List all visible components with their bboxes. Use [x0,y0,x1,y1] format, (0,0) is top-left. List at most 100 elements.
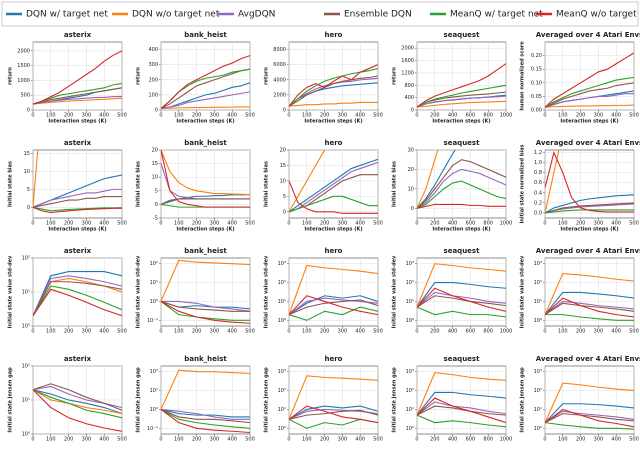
series-line [289,295,378,316]
series-line [545,82,634,108]
x-tick-label: 100 [174,329,184,335]
subplot: bank_heist 0 100 200 300 400 0 100 200 300 400 500 I… [136,31,255,125]
series-group [545,382,634,430]
y-tick-label: 4000 [273,77,286,83]
series-line [289,67,378,107]
y-tick-label: 10¹ [406,407,414,413]
x-tick-label: 200 [430,329,440,335]
y-axis-label: return [136,67,142,85]
x-tick-label: 1000 [500,113,513,119]
series-group [161,259,250,324]
y-tick-label: 0.15 [531,67,542,73]
series-line [289,297,378,316]
series-line [33,288,122,317]
x-tick-label: 300 [210,221,220,227]
series-line [161,198,250,205]
series-line [33,275,122,316]
y-tick-label: 20 [152,148,158,154]
x-tick-label: 500 [629,437,639,443]
y-tick-label: 10⁻¹ [147,426,158,432]
y-tick-label: 800 [404,83,414,89]
series-group [289,264,378,321]
y-tick-label: 1600 [401,58,414,64]
y-tick-label: 10³ [534,261,542,267]
y-axis-label: human normalized score [520,41,526,111]
y-tick-label: 1500 [17,63,30,69]
y-axis-label: Initial state value std-dev [520,255,526,328]
x-tick-label: 300 [338,221,348,227]
series-line [545,314,634,321]
y-tick-label: 10² [150,369,158,375]
x-tick-label: 300 [82,221,92,227]
series-line [417,405,506,416]
series-line [161,408,250,429]
series-line [289,82,378,107]
y-axis-label: return [264,67,270,85]
subplot-title: asterix [64,247,92,255]
subplot: hero 10⁰ 10¹ 10² 10³ 0 100 200 300 400 500 Initial … [264,355,383,443]
plot-area [544,365,635,435]
subplot: asterix 10⁰ 10¹ 10² 0 100 200 300 400 500 Initial … [8,247,127,335]
series-group [417,263,506,318]
x-tick-label: 400 [227,329,237,335]
x-tick-label: 500 [117,437,127,443]
x-tick-label: 400 [448,437,458,443]
subplot: seaquest 10⁰ 10¹ 10² 10³ 0 200 400 600 800 1000 Ini… [392,355,513,443]
y-tick-label: 10² [22,256,30,262]
legend-label: MeanQ w/o target net [556,10,640,20]
x-tick-label: 200 [320,329,330,335]
legend-label: DQN w/ target net [26,10,108,20]
x-tick-label: 1000 [500,221,513,227]
x-tick-label: 200 [320,113,330,119]
series-line [289,64,378,107]
series-line [545,272,634,315]
series-line [161,408,250,424]
y-axis-label: Initial state Jensen gap [136,367,142,433]
x-axis-label: Interaction steps (K) [176,227,234,233]
series-line [33,95,122,105]
series-group [545,150,634,214]
series-line [161,369,250,410]
y-tick-label: 0.8 [534,170,542,176]
legend-box [1,1,639,27]
y-tick-label: 0.0 [534,210,542,216]
y-tick-label: 10⁰ [150,407,158,413]
y-axis-label: return [8,67,14,85]
series-line [545,300,634,316]
x-tick-label: 400 [99,221,109,227]
y-tick-label: 400 [404,95,414,101]
series-group [33,270,122,317]
y-tick-label: 1200 [401,70,414,76]
subplot-title: bank_heist [184,31,227,39]
x-tick-label: 400 [99,437,109,443]
y-tick-label: 10² [406,388,414,394]
x-tick-label: 0 [287,221,290,227]
series-line [33,206,122,212]
y-axis-label: Initial state normalized bias [520,144,526,223]
x-tick-label: 500 [117,329,127,335]
x-tick-label: 500 [373,113,383,119]
y-tick-label: 10¹ [278,407,286,413]
x-tick-label: 100 [174,221,184,227]
subplot-title: bank_heist [184,355,227,363]
x-tick-label: 100 [174,113,184,119]
y-tick-label: 1000 [17,78,30,84]
x-tick-label: 0 [159,437,162,443]
x-tick-label: 400 [355,221,365,227]
x-axis-label: Interaction steps (K) [432,227,490,233]
series-line [161,82,250,110]
subplot-title: hero [325,247,343,255]
x-tick-label: 0 [543,113,546,119]
x-tick-label: 400 [99,113,109,119]
x-tick-label: 100 [558,329,568,335]
y-tick-label: 400 [148,47,158,53]
y-tick-label: 10⁰ [278,426,286,432]
x-tick-label: 300 [82,113,92,119]
y-tick-label: 0 [27,205,30,211]
subplot-title: asterix [64,31,92,39]
y-tick-label: 20 [280,148,286,154]
x-tick-label: 200 [64,113,74,119]
y-axis-label: Initial state Jensen gap [392,367,398,433]
y-axis-label: Initial state value std-dev [264,255,270,328]
